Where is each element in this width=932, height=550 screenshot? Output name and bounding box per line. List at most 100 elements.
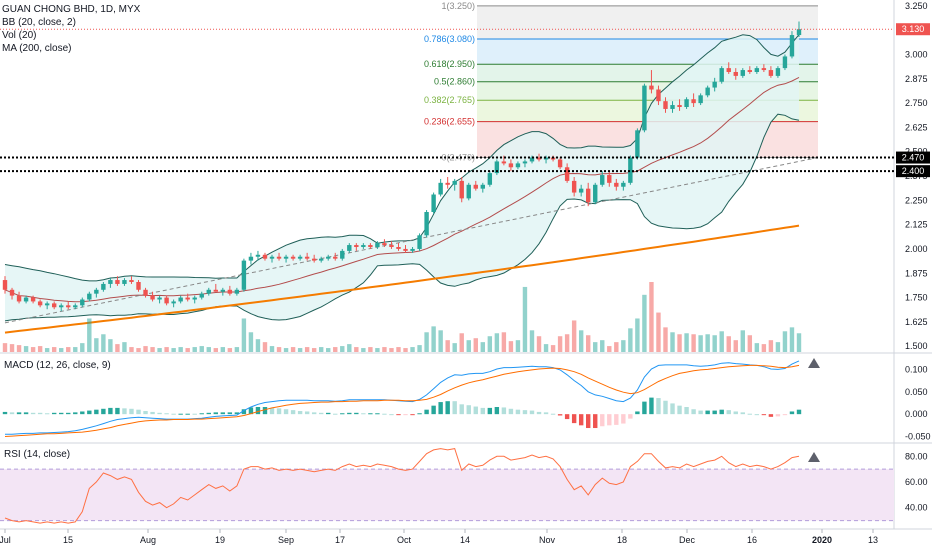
legend-title: GUAN CHONG BHD, 1D, MYX	[2, 4, 141, 15]
macd-histogram-bar	[80, 411, 85, 415]
time-axis-label: Oct	[397, 535, 412, 545]
macd-histogram-bar	[600, 414, 605, 427]
candle-body	[311, 258, 317, 261]
time-axis-label: Nov	[539, 535, 556, 545]
volume-bar	[557, 336, 563, 352]
volume-bar	[410, 347, 415, 352]
volume-bar	[501, 332, 507, 352]
price-marker-tag	[896, 23, 930, 36]
candle-body	[276, 256, 282, 259]
macd-histogram-bar	[255, 407, 261, 415]
bollinger-basis-line	[4, 76, 800, 303]
volume-bar	[2, 343, 8, 352]
macd-histogram-bar	[143, 411, 148, 415]
candle-body	[396, 247, 401, 249]
volume-bar	[642, 294, 647, 352]
price-axis-tick: 1.625	[905, 317, 928, 327]
candle-body	[522, 161, 528, 164]
volume-bar	[136, 348, 141, 352]
candle-body	[410, 248, 415, 251]
time-axis-label: Sep	[278, 535, 294, 545]
macd-histogram-bar	[670, 403, 675, 415]
volume-bar	[480, 342, 486, 352]
macd-histogram-bar	[115, 407, 120, 415]
macd-histogram-bar	[684, 407, 689, 415]
volume-bar	[192, 347, 197, 352]
macd-histogram-bar	[44, 413, 50, 415]
volume-bar	[473, 338, 478, 352]
candle-body	[494, 161, 500, 174]
volume-bar	[515, 340, 521, 352]
macd-histogram-bar	[747, 413, 753, 415]
macd-histogram-bar	[536, 411, 542, 415]
macd-histogram-bar	[789, 411, 795, 415]
candle-body	[424, 212, 429, 236]
volume-bar	[600, 340, 605, 352]
volume-bar	[705, 334, 710, 352]
macd-histogram-bar	[283, 409, 289, 415]
macd-histogram-bar	[768, 414, 774, 417]
candle-body	[164, 297, 169, 304]
candle-body	[59, 305, 64, 308]
candle-body	[333, 256, 338, 259]
candle-body	[438, 182, 443, 195]
candle-body	[192, 297, 197, 300]
candle-body	[318, 258, 324, 261]
price-marker-tag	[896, 165, 930, 178]
volume-bar	[9, 344, 15, 352]
macd-histogram-bar	[326, 412, 331, 415]
price-axis-tick: 2.875	[905, 74, 928, 84]
candle-body	[487, 173, 493, 185]
volume-bar	[747, 335, 753, 352]
volume-bar	[283, 348, 289, 352]
candle-body	[234, 289, 240, 294]
volume-bar	[438, 330, 443, 352]
price-axis-tick: 1.875	[905, 268, 928, 278]
candle-body	[796, 29, 802, 36]
volume-bar	[269, 346, 275, 352]
candle-body	[375, 243, 380, 247]
candle-body	[227, 289, 233, 294]
macd-histogram-bar	[550, 413, 556, 415]
candle-body	[347, 245, 352, 251]
fib-level-label: 0.236(2.655)	[424, 117, 475, 127]
macd-histogram-bar	[361, 413, 366, 415]
candle-body	[178, 297, 183, 302]
macd-label: MACD (12, 26, close, 9)	[4, 360, 111, 371]
candle-body	[297, 256, 303, 259]
macd-histogram-bar	[501, 407, 507, 415]
candle-body	[607, 175, 612, 183]
candle-body	[705, 87, 710, 96]
volume-bar	[347, 344, 352, 352]
candle-body	[670, 105, 675, 109]
macd-histogram-bar	[445, 401, 450, 415]
macd-histogram-bar	[740, 412, 745, 415]
volume-bar	[297, 348, 303, 352]
candle-body	[129, 280, 134, 282]
volume-bar	[628, 328, 633, 352]
candle-body	[480, 184, 486, 189]
fib-level-label: 1(3.250)	[441, 1, 475, 11]
volume-bar	[255, 339, 261, 352]
volume-bar	[578, 330, 584, 352]
candle-body	[663, 101, 668, 109]
volume-bar	[157, 348, 162, 352]
macd-histogram-bar	[333, 413, 338, 415]
volume-bar	[431, 326, 436, 352]
volume-bar	[635, 318, 640, 352]
candle-body	[171, 301, 176, 304]
macd-histogram-bar	[206, 412, 211, 415]
candle-body	[136, 282, 141, 290]
trend-line	[4, 157, 819, 324]
candle-body	[719, 68, 724, 82]
volume-bar	[185, 348, 190, 352]
candle-body	[304, 256, 310, 259]
macd-histogram-bar	[607, 414, 612, 426]
candle-body	[578, 188, 584, 193]
volume-bar	[23, 346, 29, 352]
candle-body	[340, 250, 345, 259]
candle-body	[571, 180, 577, 193]
rsi-line	[4, 448, 800, 524]
volume-bar	[445, 340, 450, 352]
